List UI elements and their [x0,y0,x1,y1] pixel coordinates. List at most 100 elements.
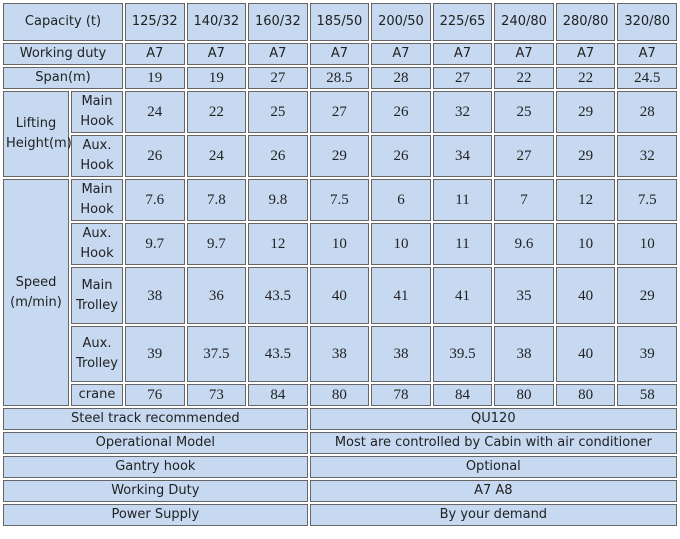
value-cell: 9.7 [125,223,185,265]
value-cell: 84 [432,384,493,406]
value-cell: A7 [309,43,370,65]
table-row: Aux. Hook 26 24 26 29 26 34 27 29 32 [3,135,677,177]
spec-label: Operational Model [3,432,308,454]
header-cell: 185/50 [309,3,370,41]
value-cell: A7 [125,43,185,65]
spec-label: Working Duty [3,480,308,502]
value-cell: 38 [371,326,431,382]
table-row: Power Supply By your demand [3,504,677,526]
table-row: Speed (m/min) Main Hook 7.6 7.8 9.8 7.5 6 11 7 12… [3,179,677,406]
value-cell: 24 [125,91,185,133]
spec-label: Steel track recommended [3,408,308,430]
value-cell: 24 [186,135,247,177]
group-label: Speed (m/min) [3,179,69,406]
value-cell: 24.5 [617,67,677,89]
header-cell: 200/50 [371,3,431,41]
table-row: Aux. Hook 9.7 9.7 12 10 10 11 9.6 10 10 [3,223,677,265]
value-cell: 32 [617,135,677,177]
value-cell: 9.8 [248,179,308,221]
spec-label: Gantry hook [3,456,308,478]
header-cell: 125/32 [125,3,185,41]
table-row: Span(m) 19 19 27 28.5 28 27 22 22 24.5 [3,67,677,89]
value-cell: 38 [309,326,370,382]
sub-label: Aux. Hook [71,223,123,265]
value-cell: 73 [186,384,247,406]
value-cell: 80 [555,384,616,406]
value-cell: A7 [186,43,247,65]
value-cell: 29 [555,91,616,133]
spec-value: Most are controlled by Cabin with air co… [309,432,677,454]
value-cell: 29 [555,135,616,177]
value-cell: 7 [494,179,554,221]
value-cell: 80 [494,384,554,406]
value-cell: 26 [248,135,308,177]
value-cell: 9.7 [186,223,247,265]
value-cell: 36 [186,267,247,324]
value-cell: 22 [186,91,247,133]
header-cell: 140/32 [186,3,247,41]
value-cell: 39.5 [432,326,493,382]
value-cell: 11 [432,223,493,265]
value-cell: 26 [371,91,431,133]
value-cell: 25 [494,91,554,133]
value-cell: 27 [309,91,370,133]
value-cell: 28.5 [309,67,370,89]
value-cell: 38 [125,267,185,324]
table-row: Gantry hook Optional [3,456,677,478]
spec-label: Power Supply [3,504,308,526]
value-cell: A7 [555,43,616,65]
value-cell: A7 [432,43,493,65]
value-cell: 28 [371,67,431,89]
sub-label: Main Trolley [71,267,123,324]
value-cell: 19 [186,67,247,89]
row-label: Span(m) [3,67,123,89]
value-cell: 84 [248,384,308,406]
value-cell: 19 [125,67,185,89]
value-cell: 34 [432,135,493,177]
value-cell: 40 [309,267,370,324]
table-row: Lifting Height(m) Main Hook 24 22 25 27 26 32 25… [3,91,677,177]
value-cell: 6 [371,179,431,221]
value-cell: 10 [371,223,431,265]
value-cell: 22 [555,67,616,89]
table-row: Working duty A7 A7 A7 A7 A7 A7 A7 A7 A7 [3,43,677,65]
spec-value: A7 A8 [309,480,677,502]
sub-label: Main Hook [71,91,123,133]
table-row: Working Duty A7 A8 [3,480,677,502]
spec-value: QU120 [309,408,677,430]
value-cell: 38 [494,326,554,382]
sub-label: Aux. Hook [71,135,123,177]
value-cell: 40 [555,326,616,382]
value-cell: 29 [617,267,677,324]
value-cell: 58 [617,384,677,406]
value-cell: 9.6 [494,223,554,265]
row-label: Working duty [3,43,123,65]
value-cell: 41 [432,267,493,324]
value-cell: 26 [125,135,185,177]
table-row: Operational Model Most are controlled by … [3,432,677,454]
header-cell: 280/80 [555,3,616,41]
value-cell: 12 [248,223,308,265]
value-cell: 7.5 [309,179,370,221]
sub-label: Main Hook [71,179,123,221]
value-cell: 28 [617,91,677,133]
value-cell: 25 [248,91,308,133]
value-cell: A7 [494,43,554,65]
header-label: Capacity (t) [3,3,123,41]
value-cell: 39 [125,326,185,382]
value-cell: A7 [248,43,308,65]
header-cell: 320/80 [617,3,677,41]
value-cell: 80 [309,384,370,406]
value-cell: 41 [371,267,431,324]
value-cell: 27 [248,67,308,89]
sub-label: Aux. Trolley [71,326,123,382]
value-cell: A7 [371,43,431,65]
value-cell: 43.5 [248,267,308,324]
value-cell: 10 [555,223,616,265]
value-cell: 26 [371,135,431,177]
value-cell: A7 [617,43,677,65]
value-cell: 76 [125,384,185,406]
value-cell: 11 [432,179,493,221]
spec-table: Capacity (t) 125/32 140/32 160/32 185/50 200/… [1,1,679,528]
